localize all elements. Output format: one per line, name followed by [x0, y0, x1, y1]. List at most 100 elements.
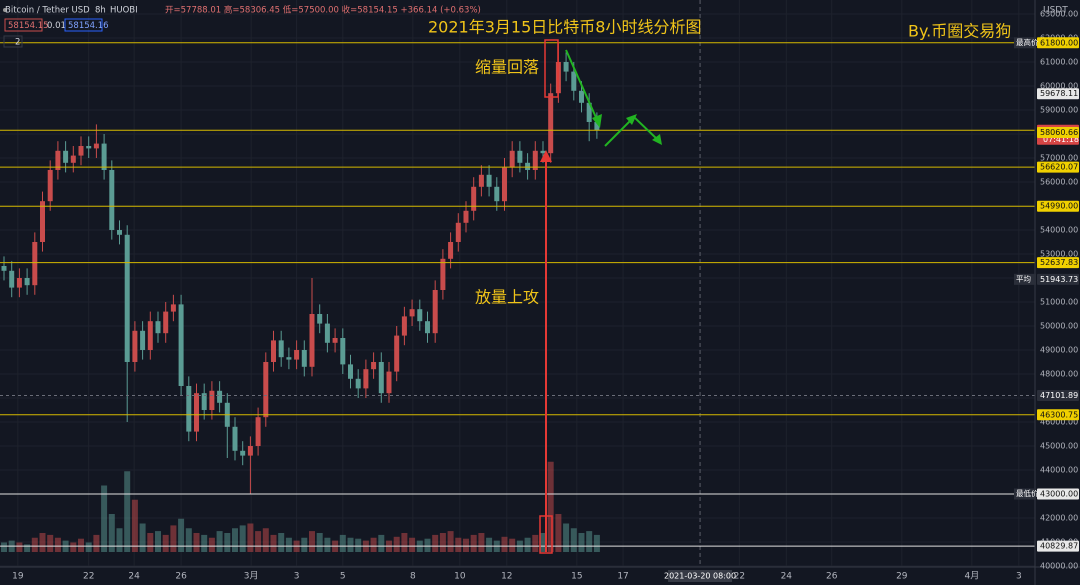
- volume-bar: [16, 542, 23, 552]
- candle-body: [47, 169, 53, 202]
- level-label-box: [1037, 390, 1079, 402]
- level-label-box: [1037, 488, 1079, 500]
- volume-bar: [347, 537, 354, 552]
- candle-body: [155, 321, 161, 334]
- volume-bar: [47, 534, 54, 552]
- level-label: 47101.89: [1040, 391, 1078, 400]
- candle-body: [525, 162, 531, 170]
- candle-body: [347, 364, 353, 379]
- candle-body: [124, 234, 130, 362]
- level-label: 61800.00: [1040, 38, 1078, 47]
- volume-bar: [116, 528, 123, 552]
- candle-body: [1, 265, 7, 271]
- author: By.币圈交易狗: [908, 22, 1011, 41]
- candle-body: [70, 155, 76, 163]
- candle-body: [509, 150, 515, 168]
- arrowhead: [540, 150, 552, 162]
- volume-bar: [301, 537, 308, 552]
- volume-bar: [370, 537, 377, 552]
- volume-bar: [78, 538, 85, 552]
- candle-body: [186, 385, 192, 432]
- indicator-toggle[interactable]: [3, 35, 23, 48]
- volume-bar: [262, 528, 269, 552]
- volume-bar: [193, 533, 200, 552]
- candle-body: [332, 337, 338, 343]
- volume-bar: [131, 499, 138, 552]
- candle-body: [170, 304, 176, 312]
- candle-body: [270, 340, 276, 362]
- candle-body: [40, 201, 46, 242]
- candle-body: [463, 210, 469, 223]
- volume-bar: [54, 537, 61, 552]
- y-tick-label: 61000.00: [1040, 57, 1078, 66]
- candle-body: [494, 186, 500, 202]
- volume-bar: [355, 538, 362, 552]
- volume-bar: [316, 533, 323, 552]
- candle-body: [340, 337, 346, 365]
- candle-body: [486, 174, 492, 187]
- volume-bar: [470, 534, 477, 552]
- volume-bar: [139, 523, 146, 552]
- volume-bar: [24, 544, 31, 552]
- volume-bar: [239, 525, 246, 552]
- arrowhead: [592, 114, 602, 128]
- x-tick-label: 19: [12, 572, 24, 582]
- volume-bar: [124, 471, 131, 552]
- volume-bar: [108, 514, 115, 552]
- x-tick-label: 8: [410, 572, 416, 582]
- indicator-count: 2: [15, 38, 20, 48]
- symbol: Bitcoin / Tether USD: [5, 6, 90, 16]
- volume-bar: [378, 534, 385, 552]
- icon: [3, 8, 7, 12]
- y-tick-label: 60000.00: [1040, 81, 1078, 90]
- level-tag-box: [1014, 37, 1036, 49]
- level-tag: 最低价: [1016, 488, 1039, 498]
- volume-bar: [478, 533, 485, 552]
- candle-body: [478, 174, 484, 187]
- volume-bar: [1, 542, 8, 552]
- level-timer: 07:41:18: [1043, 135, 1079, 144]
- candle-body: [140, 330, 146, 350]
- x-tick-label: 24: [781, 572, 793, 582]
- volume-bar: [462, 538, 469, 552]
- crosshair-label: 2021-03-20 08:00: [664, 572, 736, 581]
- spread: 0.01: [47, 21, 66, 31]
- level-label-box: [1037, 273, 1079, 285]
- volume-bar: [424, 538, 431, 552]
- x-tick-label: 24: [128, 572, 140, 582]
- candle-body: [63, 150, 69, 163]
- volume-bar: [247, 523, 254, 552]
- candle-body: [278, 340, 284, 358]
- level-label-box: [1037, 37, 1079, 49]
- candle-body: [409, 309, 415, 317]
- candle-body: [101, 143, 107, 170]
- volume-bar: [570, 528, 577, 552]
- level-tag: 最高价: [1016, 37, 1039, 47]
- x-tick-label: 3: [294, 572, 300, 582]
- x-tick-label: 22: [83, 572, 94, 582]
- x-tick-label: 26: [826, 572, 838, 582]
- candle-body: [440, 258, 446, 290]
- level-tag-box: [1014, 488, 1036, 500]
- volume-bar: [578, 533, 585, 552]
- volume-bar: [455, 537, 462, 552]
- volume-bar: [39, 533, 46, 552]
- ask-box: [64, 18, 103, 32]
- arrow: [565, 49, 599, 123]
- volume-bar: [162, 534, 169, 552]
- level-label: 40829.87: [1040, 542, 1078, 551]
- level-label: 59678.11: [1040, 89, 1078, 98]
- volume-bar: [201, 534, 208, 552]
- exchange: HUOBI: [110, 6, 138, 16]
- candle-body: [32, 241, 38, 286]
- y-tick-label: 56000.00: [1040, 177, 1078, 186]
- volume-bar: [593, 534, 600, 552]
- level-tag-box: [1014, 273, 1036, 285]
- candle-body: [586, 102, 592, 122]
- arrowhead: [626, 114, 637, 125]
- volume-bar: [170, 525, 177, 552]
- interval: 8h: [95, 6, 106, 16]
- level-label-box: [1037, 127, 1079, 139]
- volume-bar: [31, 537, 38, 552]
